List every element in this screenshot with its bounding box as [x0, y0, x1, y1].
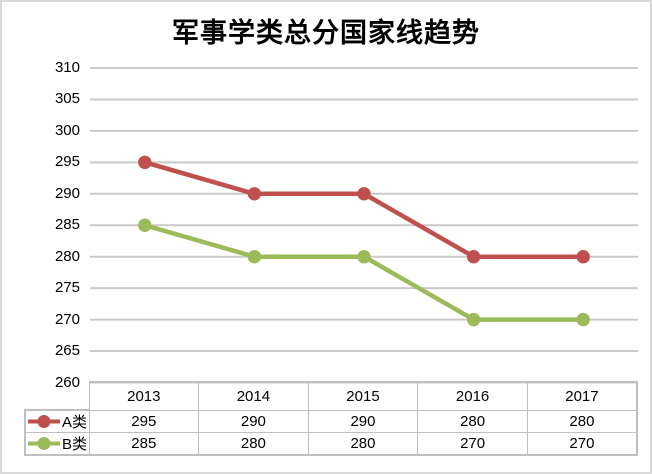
series-a-legend-icon [28, 415, 60, 428]
y-axis-tick-label: 310 [54, 59, 80, 76]
y-axis-tick-label: 295 [54, 153, 80, 171]
value-cell: 280 [526, 409, 638, 433]
legend-key-cell: B类 [24, 432, 90, 456]
year-header-cell: 2014 [198, 381, 309, 411]
series-b-marker [466, 312, 481, 327]
y-axis-tick-label: 260 [54, 373, 80, 391]
y-axis-tick-label: 270 [54, 310, 80, 328]
value-cell: 270 [417, 432, 528, 456]
data-table: 2013 2014 2015 2016 2017 A类 295 290 290 280 280 B类 2… [24, 381, 638, 456]
value-cell: 270 [526, 432, 638, 456]
value-cell: 280 [417, 409, 528, 433]
value-cell: 295 [88, 409, 200, 433]
value-cell: 290 [307, 409, 419, 433]
value-cell: 290 [198, 409, 309, 433]
y-axis-tick-label: 280 [54, 247, 80, 265]
year-header-cell: 2013 [88, 381, 200, 411]
year-header-cell: 2017 [526, 381, 638, 411]
y-axis-tick-label: 285 [54, 216, 80, 234]
series-b-marker [138, 218, 152, 232]
y-axis-tick-label: 265 [54, 342, 80, 360]
series-b-marker [357, 250, 371, 264]
series-b-line [142, 223, 586, 322]
value-cell: 285 [88, 432, 200, 456]
series-b-marker [576, 312, 590, 327]
year-header-cell: 2016 [417, 381, 528, 411]
y-axis-tick-label: 305 [54, 90, 80, 108]
series-name-label: B类 [62, 436, 88, 453]
series-a-marker [357, 187, 371, 201]
y-axis-tick-label: 290 [54, 184, 80, 202]
y-axis-tick-label: 275 [54, 279, 80, 297]
table-corner-cell [25, 382, 89, 410]
series-a-marker [576, 250, 590, 264]
series-b-marker [247, 250, 262, 264]
year-header-cell: 2015 [307, 381, 419, 411]
legend-key-cell: A类 [24, 409, 90, 433]
series-a-marker [466, 250, 481, 264]
series-a-marker [138, 155, 152, 170]
series-name-label: A类 [62, 414, 88, 431]
value-cell: 280 [198, 432, 309, 456]
series-a-marker [247, 187, 262, 201]
y-axis-tick-label: 300 [54, 121, 80, 139]
value-cell: 280 [307, 432, 419, 456]
chart-title: 军事学类总分国家线趋势 [172, 18, 480, 48]
series-b-legend-icon [28, 437, 60, 450]
